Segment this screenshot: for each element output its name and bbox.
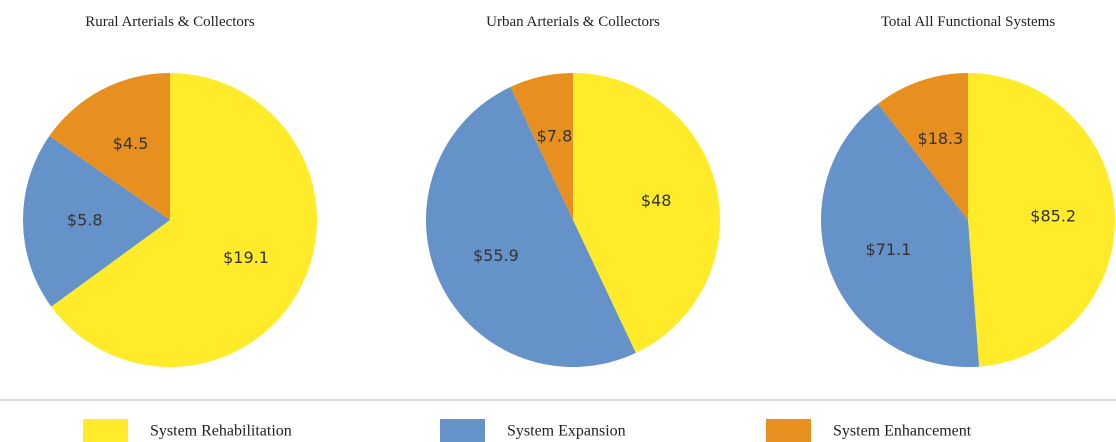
legend-swatch: [766, 419, 811, 442]
chart-title: Urban Arterials & Collectors: [486, 14, 660, 30]
legend-label: System Expansion: [507, 423, 626, 440]
data-label: $71.1: [866, 240, 912, 259]
data-label: $4.5: [113, 134, 149, 153]
pie-slice: [51, 73, 317, 367]
chart-title: Rural Arterials & Collectors: [85, 14, 255, 30]
data-label: $85.2: [1030, 206, 1076, 225]
pie-slice: [573, 73, 720, 353]
legend-label: System Enhancement: [833, 423, 972, 440]
data-label: $19.1: [223, 248, 269, 267]
data-label: $5.8: [67, 210, 103, 229]
legend-label: System Rehabilitation: [150, 423, 292, 440]
legend-swatch: [83, 419, 128, 442]
pie-slice: [49, 73, 170, 220]
pie-slice: [510, 73, 573, 220]
data-label: $55.9: [473, 246, 519, 265]
chart-title: Total All Functional Systems: [881, 14, 1056, 30]
legend-swatch: [440, 419, 485, 442]
pie-slice: [425, 86, 636, 368]
pie-slice: [968, 73, 1115, 367]
pie-slice: [821, 103, 980, 368]
pie-slice: [878, 73, 968, 220]
pie-slice: [22, 135, 171, 307]
data-label: $18.3: [918, 129, 964, 148]
data-label: $7.8: [537, 126, 573, 145]
data-label: $48: [641, 191, 672, 210]
